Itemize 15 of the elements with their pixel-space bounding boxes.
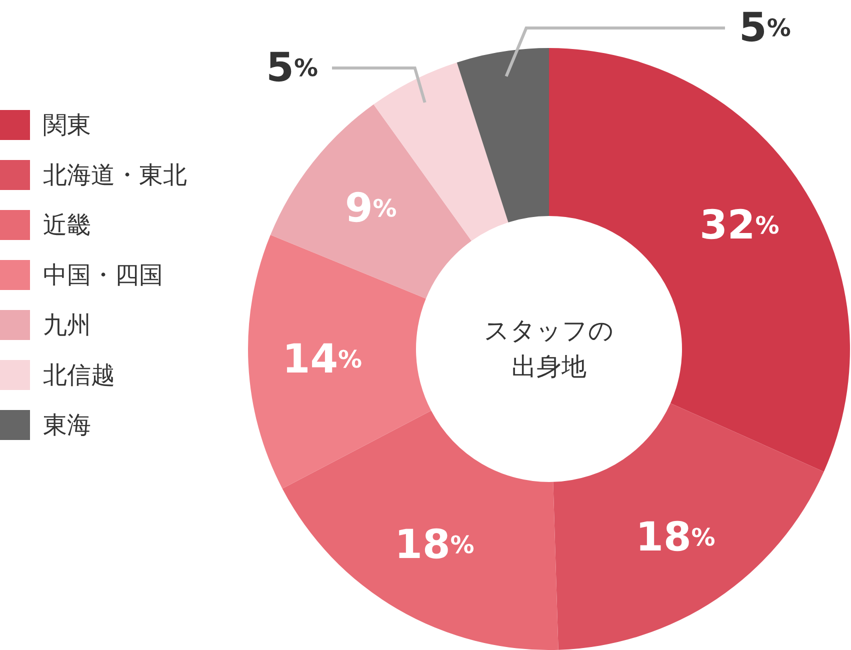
data-label: 18% (636, 514, 716, 560)
data-label: 32% (700, 202, 780, 248)
legend-label: 北海道・東北 (43, 161, 187, 189)
data-label: 5% (266, 45, 318, 91)
data-label: 18% (394, 522, 474, 568)
text: スタッフの出身地 (483, 315, 615, 383)
data-label: 5% (739, 5, 791, 51)
legend-label: 九州 (43, 311, 91, 339)
legend-label: 北信越 (43, 361, 115, 389)
data-label: 9% (344, 185, 397, 232)
legend-label: 近畿 (43, 211, 91, 239)
data-label: 14% (282, 336, 362, 383)
legend-label: 東海 (43, 411, 91, 439)
legend-label: 中国・四国 (43, 261, 163, 289)
legend-label: 関東 (43, 111, 91, 139)
